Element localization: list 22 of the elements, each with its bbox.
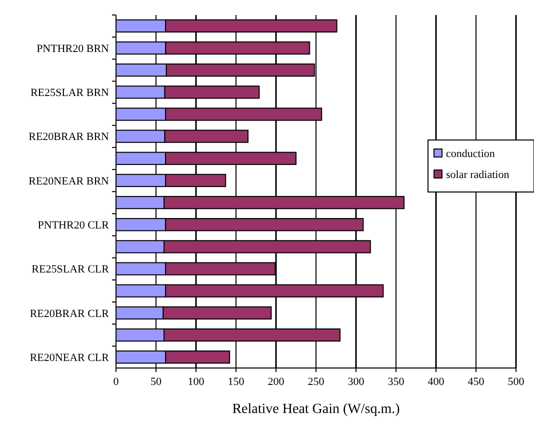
x-tick-label: 450 (468, 376, 485, 388)
y-tick-label: PNTHR20 CLR (38, 219, 110, 232)
x-tick-label: 50 (150, 376, 162, 388)
x-tick-label: 300 (348, 376, 365, 388)
y-tick-label: RE20NEAR BRN (28, 175, 110, 188)
y-tick-label: RE20BRAR CLR (30, 308, 110, 320)
legend-label: conduction (446, 148, 496, 160)
x-tick-label: 150 (228, 376, 245, 388)
y-tick-label: RE20BRAR BRN (28, 131, 110, 144)
x-tick-label: 100 (188, 376, 205, 388)
x-tick-label: 200 (268, 376, 285, 388)
y-tick-label: RE25SLAR BRN (30, 87, 110, 100)
x-tick-label: 0 (113, 376, 120, 388)
legend-label: solar radiation (446, 168, 510, 181)
y-tick-label: RE25SLAR CLR (32, 264, 110, 276)
x-tick-label: 400 (428, 376, 445, 388)
x-tick-label: 500 (508, 376, 525, 388)
x-tick-label: 250 (308, 376, 325, 388)
x-tick-label: 350 (388, 376, 405, 388)
x-axis-title: Relative Heat Gain (W/sq.m.) (232, 402, 400, 417)
y-tick-label: RE20NEAR CLR (30, 352, 110, 364)
y-tick-label: PNTHR20 BRN (36, 42, 110, 55)
